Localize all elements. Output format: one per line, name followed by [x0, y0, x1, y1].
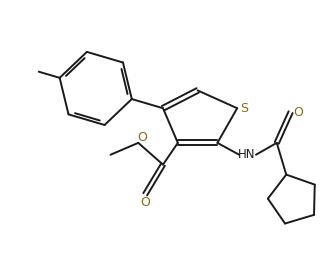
Text: S: S	[240, 102, 248, 115]
Text: O: O	[137, 131, 147, 145]
Text: O: O	[294, 106, 304, 119]
Text: HN: HN	[238, 148, 256, 161]
Text: O: O	[140, 196, 150, 209]
